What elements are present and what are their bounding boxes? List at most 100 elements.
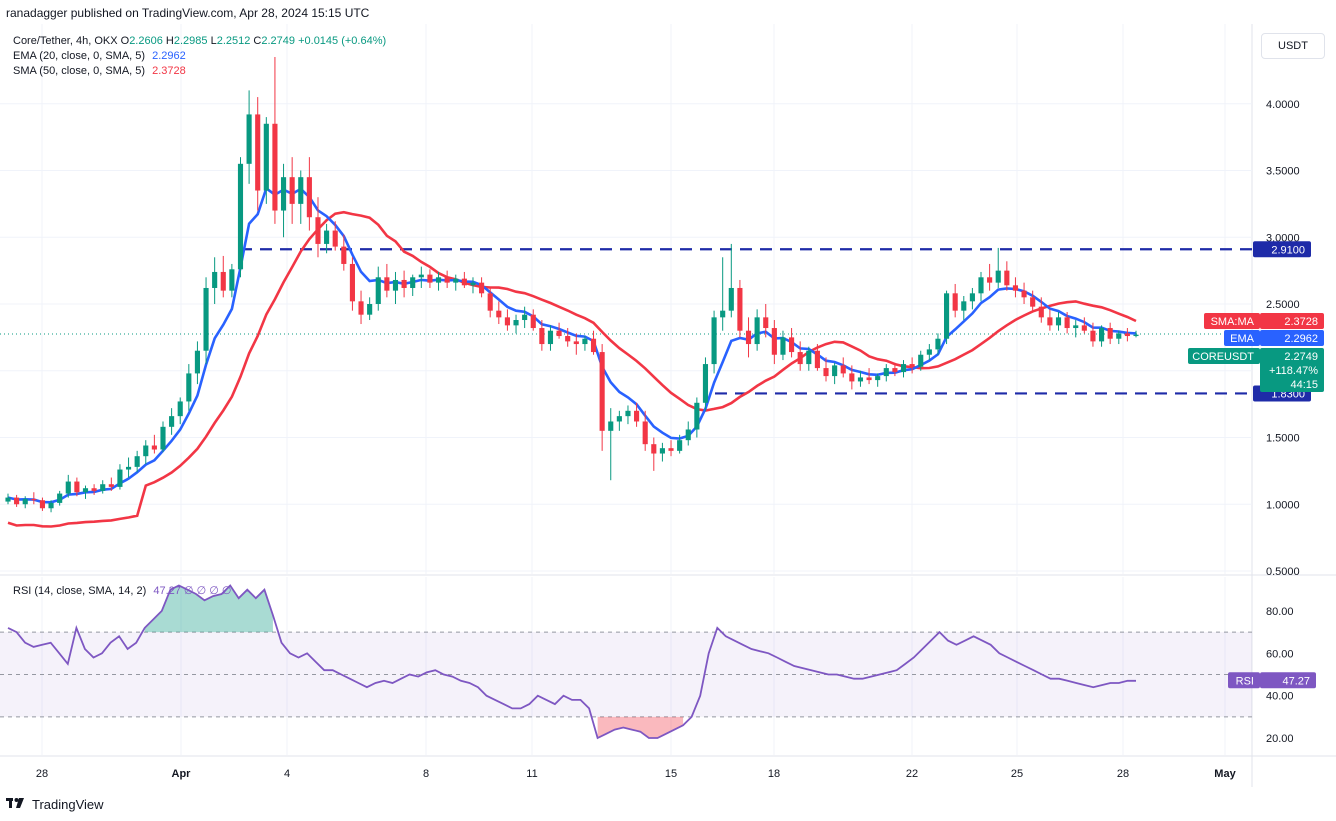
candle-body xyxy=(883,368,889,377)
symbol-tag-badge-bg xyxy=(1188,347,1260,364)
candle-body xyxy=(900,364,907,373)
candle-body xyxy=(91,488,97,491)
symbol-label[interactable]: Core/Tether, 4h, OKX xyxy=(13,35,118,47)
candle-body xyxy=(479,282,485,294)
tradingview-logo-icon[interactable] xyxy=(6,797,28,812)
price-chart[interactable]: 0.50001.00001.50002.00002.50003.00003.50… xyxy=(0,24,1336,787)
candle-body xyxy=(780,337,786,355)
ema-tag-badge: EMA xyxy=(1224,329,1260,346)
footer: TradingView xyxy=(6,797,104,812)
candle-body xyxy=(728,287,734,311)
resistance-badge-text: 2.9100 xyxy=(1271,244,1305,256)
candle-body xyxy=(797,352,803,365)
close-value: 2.2749 xyxy=(261,35,296,47)
candle-body xyxy=(1081,325,1087,331)
candle-body xyxy=(461,278,467,286)
candle-body xyxy=(453,278,459,283)
rsi-legend-label: RSI (14, close, SMA, 14, 2) xyxy=(13,585,147,597)
candle-body xyxy=(315,217,321,244)
ema-tag-badge-bg xyxy=(1224,329,1260,346)
price-tick-label: 4.0000 xyxy=(1266,99,1300,111)
resistance-badge: 2.9100 xyxy=(1253,241,1311,258)
time-tick-label: 22 xyxy=(906,768,918,780)
resistance-badge-bg xyxy=(1253,241,1311,258)
time-tick-label: 28 xyxy=(36,768,48,780)
candle-body xyxy=(151,445,157,450)
candle-body xyxy=(677,440,683,451)
candle-body xyxy=(918,354,924,367)
candle-body xyxy=(134,456,140,467)
rsi-tick-label: 20.00 xyxy=(1266,733,1294,745)
ema-value-badge-bg xyxy=(1260,329,1324,346)
candle-body xyxy=(1090,330,1096,342)
candle-body xyxy=(875,376,881,381)
candle-body xyxy=(289,177,295,204)
candle-body xyxy=(642,421,648,445)
candle-body xyxy=(203,287,209,351)
time-tick-label: Apr xyxy=(172,768,192,780)
candle-body xyxy=(444,277,450,283)
candle-body xyxy=(745,330,752,345)
candle-body xyxy=(599,352,605,431)
candle-body xyxy=(625,410,631,417)
sma-legend-row[interactable]: SMA (50, close, 0, SMA, 5) 2.3728 xyxy=(13,64,386,79)
ema-legend-label: EMA (20, close, 0, SMA, 5) xyxy=(13,50,146,62)
candle-body xyxy=(978,277,984,294)
change-value: +0.0145 (+0.64%) xyxy=(298,35,387,47)
candle-body xyxy=(814,350,820,369)
rsi-tag-badge: RSI xyxy=(1228,672,1260,689)
rsi-tag-badge-bg xyxy=(1228,672,1260,689)
candle-body xyxy=(298,177,304,204)
ema-legend-value: 2.2962 xyxy=(152,50,186,62)
candle-body xyxy=(513,320,519,326)
candle-body xyxy=(427,274,433,283)
candle-body xyxy=(961,301,967,311)
candle-body xyxy=(392,279,399,291)
candle-body xyxy=(866,377,872,381)
candle-body xyxy=(1030,297,1036,307)
candle-body xyxy=(341,246,347,264)
candle-body xyxy=(849,373,855,382)
rsi-pane[interactable] xyxy=(0,576,1252,756)
candle-body xyxy=(1133,334,1139,337)
candle-body xyxy=(754,317,760,345)
rsi-legend[interactable]: RSI (14, close, SMA, 14, 2) 47.27 ∅ ∅ ∅ … xyxy=(13,584,231,599)
candle-body xyxy=(401,279,407,288)
sma-value-badge-bg xyxy=(1260,312,1324,329)
candle-body xyxy=(944,293,950,339)
candle-body xyxy=(909,364,915,367)
candle-body xyxy=(522,314,528,321)
candle-body xyxy=(1116,333,1122,339)
ema-legend-row[interactable]: EMA (20, close, 0, SMA, 5) 2.2962 xyxy=(13,49,386,64)
candle-body xyxy=(194,350,200,374)
candle-body xyxy=(418,274,424,278)
candle-body xyxy=(590,338,597,353)
time-tick-label: 11 xyxy=(526,768,537,780)
candle-body xyxy=(367,304,373,315)
candle-body xyxy=(22,498,28,505)
candle-body xyxy=(892,368,898,373)
candle-body xyxy=(702,364,709,403)
rsi-tick-label: 40.00 xyxy=(1266,691,1294,703)
candle-body xyxy=(237,163,244,270)
time-axis-labels: 28 Apr 4 8 11 15 18 22 25 28 May xyxy=(36,768,1237,780)
candle-body xyxy=(832,365,838,377)
candle-body xyxy=(969,293,975,302)
candle-body xyxy=(384,277,390,291)
price-pane[interactable] xyxy=(0,24,1252,574)
price-tick-label: 3.0000 xyxy=(1266,232,1300,244)
candle-body xyxy=(272,123,278,211)
price-tick-label: 2.5000 xyxy=(1266,299,1300,311)
candle-body xyxy=(737,287,743,331)
last-price-badge-text: 2.2749 xyxy=(1284,351,1318,363)
candle-body xyxy=(685,429,691,441)
time-tick-label: May xyxy=(1214,768,1236,780)
candle-body xyxy=(39,500,46,509)
candle-body xyxy=(504,317,510,326)
high-value: 2.2985 xyxy=(173,35,208,47)
currency-button[interactable]: USDT xyxy=(1261,33,1325,59)
candle-body xyxy=(582,338,588,345)
candle-body xyxy=(668,448,674,451)
tradingview-brand[interactable]: TradingView xyxy=(32,797,104,812)
candle-body xyxy=(1064,317,1070,329)
